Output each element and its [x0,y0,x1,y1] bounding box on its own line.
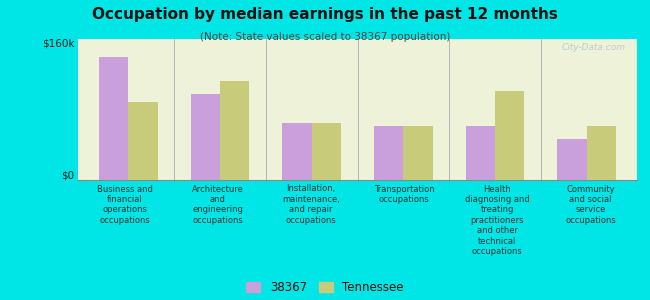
Bar [403,126,433,180]
Bar [312,123,341,180]
Bar [557,139,586,180]
Bar [586,126,616,180]
Bar [282,123,312,180]
Text: $160k: $160k [42,39,75,49]
Text: City-Data.com: City-Data.com [562,43,626,52]
Bar [99,57,129,180]
Bar [374,126,403,180]
Bar [129,102,158,180]
Text: Transportation
occupations: Transportation occupations [374,184,434,204]
Text: Health
diagnosing and
treating
practitioners
and other
technical
occupations: Health diagnosing and treating practitio… [465,184,530,256]
Text: Business and
financial
operations
occupations: Business and financial operations occupa… [97,184,153,225]
Bar [190,94,220,180]
Text: Community
and social
service
occupations: Community and social service occupations [565,184,616,225]
Text: Architecture
and
engineering
occupations: Architecture and engineering occupations [192,184,244,225]
Legend: 38367, Tennessee: 38367, Tennessee [246,281,404,294]
Text: Occupation by median earnings in the past 12 months: Occupation by median earnings in the pas… [92,8,558,22]
Bar [465,126,495,180]
Bar [220,81,250,180]
Bar [495,91,525,180]
Text: Installation,
maintenance,
and repair
occupations: Installation, maintenance, and repair oc… [282,184,340,225]
Text: $0: $0 [62,170,75,180]
Text: (Note: State values scaled to 38367 population): (Note: State values scaled to 38367 popu… [200,32,450,41]
